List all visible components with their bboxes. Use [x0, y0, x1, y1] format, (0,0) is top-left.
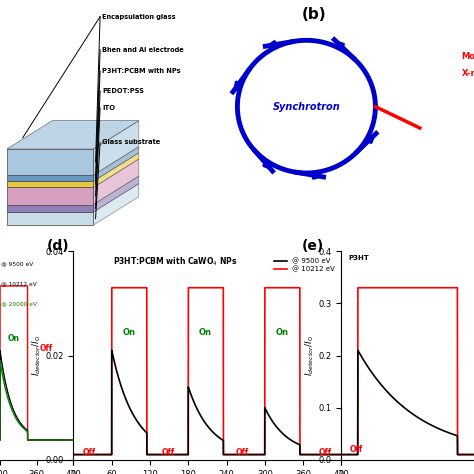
- Text: On: On: [122, 328, 136, 337]
- Polygon shape: [93, 184, 139, 225]
- Polygon shape: [7, 149, 93, 175]
- Polygon shape: [7, 182, 93, 188]
- Text: On: On: [275, 328, 289, 337]
- Polygon shape: [7, 188, 93, 205]
- Text: P3HT:PCBM with NPs: P3HT:PCBM with NPs: [102, 68, 181, 74]
- Text: @ 10212 eV: @ 10212 eV: [1, 281, 37, 286]
- Text: Off: Off: [319, 447, 332, 456]
- Text: (d): (d): [46, 239, 69, 253]
- Text: (b): (b): [301, 7, 326, 22]
- Text: ITO: ITO: [102, 105, 115, 111]
- Text: Encapsulation glass: Encapsulation glass: [102, 14, 176, 19]
- Y-axis label: $I_{detector}/I_0$: $I_{detector}/I_0$: [303, 335, 316, 376]
- Text: P3HT: P3HT: [348, 255, 369, 261]
- Text: Off: Off: [161, 447, 174, 456]
- Polygon shape: [7, 175, 93, 182]
- Text: Off: Off: [83, 447, 96, 456]
- Polygon shape: [93, 121, 139, 175]
- Text: (e): (e): [301, 239, 324, 253]
- Polygon shape: [7, 212, 93, 225]
- Text: Off: Off: [39, 344, 53, 353]
- Polygon shape: [7, 205, 93, 212]
- Polygon shape: [93, 147, 139, 182]
- Polygon shape: [93, 159, 139, 205]
- Text: Glass substrate: Glass substrate: [102, 139, 161, 145]
- Legend: @ 9500 eV, @ 10212 eV: @ 9500 eV, @ 10212 eV: [272, 255, 338, 275]
- Text: P3HT:PCBM with CaWO$_4$ NPs: P3HT:PCBM with CaWO$_4$ NPs: [113, 255, 237, 268]
- Text: Off: Off: [349, 445, 363, 454]
- Text: PEDOT:PSS: PEDOT:PSS: [102, 88, 144, 94]
- Text: On: On: [8, 334, 19, 343]
- Polygon shape: [93, 176, 139, 212]
- Text: Bhen and Al electrode: Bhen and Al electrode: [102, 47, 184, 53]
- Polygon shape: [7, 121, 139, 149]
- Text: Monoc: Monoc: [462, 52, 474, 61]
- Text: Off: Off: [236, 447, 249, 456]
- Text: X-rays: X-rays: [462, 69, 474, 78]
- Text: @ 20000 eV: @ 20000 eV: [1, 301, 37, 306]
- Text: Synchrotron: Synchrotron: [273, 101, 340, 112]
- Text: On: On: [199, 328, 212, 337]
- Y-axis label: $I_{detector}/I_0$: $I_{detector}/I_0$: [30, 335, 43, 376]
- Text: @ 9500 eV: @ 9500 eV: [1, 261, 34, 266]
- Polygon shape: [93, 153, 139, 188]
